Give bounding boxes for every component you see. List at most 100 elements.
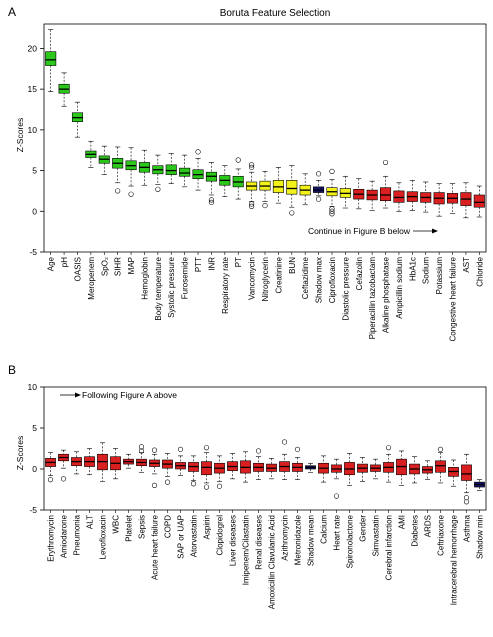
box-a-31: AST [460, 182, 472, 273]
outlier-point-3 [329, 211, 335, 217]
box-a-30: Congestive heart failure [446, 183, 459, 342]
box-a-10: Furosemide [179, 154, 191, 299]
box-a-27: HbA1c [406, 180, 418, 281]
category-label-a-20: Shadow max [315, 257, 324, 303]
box-b-24: Gender [357, 457, 368, 542]
category-label-b-27: AMI [398, 515, 407, 529]
category-label-b-23: Spironolactone [346, 514, 355, 568]
box-b-5: WBC [110, 448, 121, 534]
box-b-9: COPD [162, 453, 173, 538]
box-a-12: INR [205, 162, 217, 271]
outlier-point-0 [208, 197, 215, 203]
box-a-2: OASIS [71, 101, 84, 281]
category-label-a-8: Body temperature [154, 256, 163, 320]
box-a-28: Sodium [420, 181, 432, 284]
outlier-point-0 [255, 448, 262, 454]
category-label-b-28: Diabetes [411, 515, 420, 547]
category-label-a-21: Ciprofloxacin [328, 257, 337, 303]
outlier-point-1 [315, 171, 322, 177]
outlier-point-0 [281, 439, 288, 445]
outlier-point-1 [151, 482, 158, 489]
outlier-point-1 [463, 499, 470, 505]
outlier-point-2 [249, 201, 255, 207]
category-label-b-17: Amoxicillin Clavulanic Acid [268, 515, 277, 609]
category-label-b-0: Erythromycin [47, 515, 56, 562]
category-label-b-9: COPD [164, 515, 173, 538]
outlier-point-0 [235, 157, 241, 163]
outlier-point-1 [208, 199, 215, 205]
box-a-3: Meropenem [85, 140, 97, 300]
y-tick-label-a-5: 20 [28, 43, 38, 53]
outlier-point-0 [60, 476, 67, 482]
box-b-21: Calcium [318, 455, 329, 544]
category-label-a-24: Piperacillin tazobactam [368, 257, 377, 340]
box-a-15: Vancomycin [246, 162, 258, 300]
outlier-point-0 [463, 495, 470, 501]
box-body [45, 51, 57, 66]
plot-frame-b [43, 386, 487, 511]
outlier-point-1 [249, 162, 255, 168]
box-b-23: Spironolactone [344, 453, 355, 568]
outlier-point-0 [289, 210, 295, 216]
category-label-a-27: HbA1c [408, 257, 417, 281]
box-b-31: Intracerebral hemorrhage [448, 459, 459, 605]
box-b-22: Heart rate [331, 458, 342, 551]
category-label-b-11: Atorvastatin [190, 515, 199, 557]
category-label-b-2: Pneumonia [73, 514, 82, 555]
category-label-a-3: Meropenem [87, 257, 96, 300]
category-label-a-17: Creatinine [274, 256, 283, 293]
outlier-point-0 [115, 188, 121, 194]
category-label-a-15: Vancomycin [248, 257, 257, 300]
box-a-13: Respiratory rate [219, 165, 231, 314]
panel-a-y-axis-label: Z-Scores [15, 118, 25, 152]
category-label-b-10: SAP or UAP [177, 515, 186, 559]
category-label-b-13: Clopidogrel [216, 515, 225, 556]
box-b-13: Clopidogrel [214, 455, 225, 556]
box-b-30: Ceftriaxone [435, 446, 446, 556]
outlier-point-2 [329, 208, 335, 214]
panel-b-annotation-arrow [60, 392, 81, 398]
box-b-11: Atorvastatin [188, 455, 199, 557]
category-label-a-0: Age [47, 256, 56, 271]
box-b-33: Shadow min [474, 479, 485, 559]
outlier-point-0 [164, 479, 171, 485]
box-a-26: Ampicillin sodium [393, 182, 405, 319]
category-label-a-13: Respiratory rate [221, 256, 230, 313]
outlier-point-0 [382, 159, 389, 166]
category-label-b-12: Aspirin [203, 515, 212, 539]
box-b-19: Metronidazole [292, 446, 303, 565]
panel-b-label: B [8, 363, 16, 377]
category-label-b-24: Gender [359, 515, 368, 542]
y-tick-label-a-2: 5 [32, 166, 37, 176]
outlier-point-0 [333, 493, 340, 499]
box-a-7: Hemoglobin [138, 149, 150, 300]
panel-a: A Boruta Feature Selection Z-Scores Cont… [8, 5, 487, 342]
outlier-point-0 [329, 168, 335, 174]
category-label-a-5: SIHR [114, 257, 123, 276]
outlier-point-0 [151, 447, 158, 453]
category-label-b-30: Ceftriaxone [437, 514, 446, 555]
box-a-5: SIHR [112, 146, 124, 276]
panel-b-annotation: Following Figure A above [82, 390, 177, 400]
y-tick-label-a-3: 10 [28, 125, 38, 135]
box-b-7: Sepsis [136, 444, 147, 539]
box-a-8: Body temperature [152, 154, 164, 321]
category-label-b-21: Calcium [320, 515, 329, 544]
category-label-b-4: Levofloxacin [99, 515, 108, 559]
category-label-b-7: Sepsis [138, 515, 147, 539]
box-body [165, 164, 177, 175]
box-b-20: Shadow mean [305, 462, 316, 566]
box-b-32: Asthma [461, 453, 472, 542]
category-label-a-1: pH [60, 257, 69, 267]
box-body [435, 460, 446, 473]
y-tick-label-b-2: 5 [32, 423, 37, 433]
category-label-a-28: Sodium [422, 257, 431, 284]
box-a-25: Alkaline phosphatase [380, 159, 392, 333]
outlier-point-3 [249, 203, 255, 209]
category-label-a-11: PTT [194, 257, 203, 272]
box-body [473, 194, 485, 208]
box-b-15: Imipenem/Cilastatin [240, 451, 251, 585]
box-a-17: Creatinine [272, 167, 284, 293]
box-b-27: AMI [396, 450, 407, 529]
